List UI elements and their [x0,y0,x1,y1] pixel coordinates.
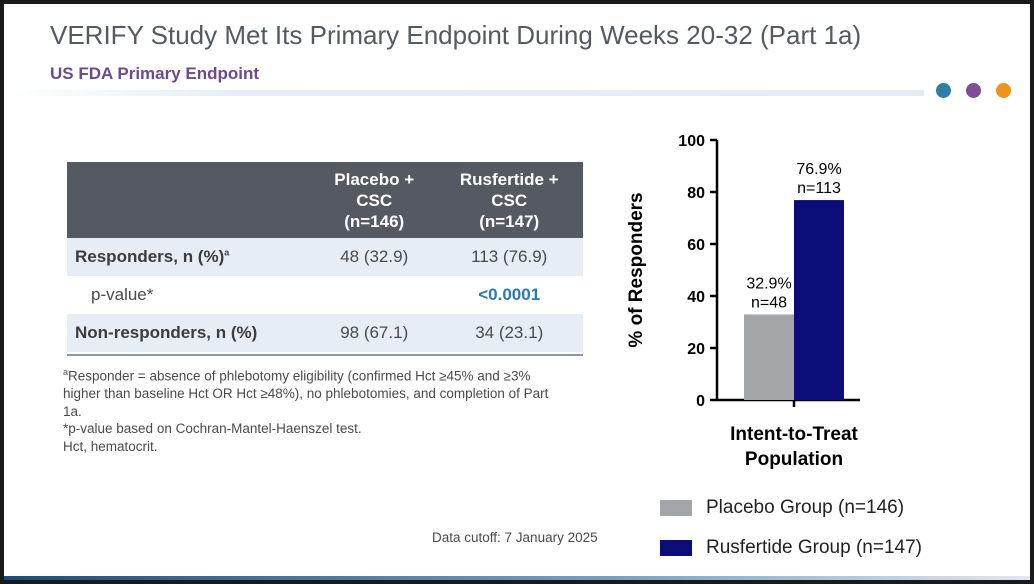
bar-rusfertide [794,200,844,400]
footnotes: aResponder = absence of phlebotomy eligi… [63,364,563,455]
decor-dot-teal [936,83,951,98]
bar-placebo [744,314,794,400]
table-bottom-rule [67,354,583,356]
legend-item-rusfertide: Rusfertide Group (n=147) [660,528,922,568]
nonresponders-label: Non-responders, n (%) [67,314,313,352]
col-header-placebo-line3: (n=146) [344,211,405,231]
table-row-nonresponders: Non-responders, n (%) 98 (67.1) 34 (23.1… [67,314,583,352]
y-tick-label-60: 60 [687,237,705,254]
nonresponders-placebo: 98 (67.1) [313,314,436,352]
table-header-blank [67,162,313,238]
y-tick-label-80: 80 [687,185,705,202]
legend-swatch-rusfertide [660,540,692,556]
footnote-responder-text: Responder = absence of phlebotomy eligib… [63,368,549,419]
footnote-responder-sup: a [63,367,69,377]
responders-bar-chart: 0 20 40 60 80 100 % of Responders 32.9% n=48 76.9… [626,133,860,470]
header-divider [4,90,924,96]
chart-legend: Placebo Group (n=146) Rusfertide Group (… [660,488,922,568]
legend-label-rusfertide: Rusfertide Group (n=147) [706,537,922,558]
col-header-rusfertide-line1: Rusfertide + [459,169,559,189]
y-tick-label-20: 20 [687,341,705,358]
y-tick-label-40: 40 [687,289,705,306]
responders-label-text: Responders, n (%) [75,247,225,266]
responders-sup: a [224,247,230,258]
table-row-responders: Responders, n (%)a 48 (32.9) 113 (76.9) [67,238,583,276]
table-row-pvalue: p-value* <0.0001 [67,276,583,314]
table-header-row: Placebo + CSC (n=146) Rusfertide + CSC (… [67,162,583,238]
responders-rusfertide: 113 (76.9) [435,238,583,276]
page-subtitle: US FDA Primary Endpoint [50,64,260,83]
col-header-rusfertide: Rusfertide + CSC (n=147) [435,162,583,238]
col-header-placebo-line1: Placebo + [334,169,415,189]
bar-label-n-rusfertide: n=113 [797,180,841,197]
legend-item-placebo: Placebo Group (n=146) [660,488,922,528]
x-category-label-line1: Intent-to-Treat [730,424,858,445]
pvalue-label: p-value* [91,285,154,304]
bar-label-pct-placebo: 32.9% [746,275,791,292]
col-header-rusfertide-line2: CSC [491,190,528,210]
page-title: VERIFY Study Met Its Primary Endpoint Du… [50,20,862,50]
col-header-placebo: Placebo + CSC (n=146) [313,162,436,238]
y-tick-label-100: 100 [678,133,705,150]
y-axis-title: % of Responders [626,192,647,347]
footer-rule [4,576,1030,580]
col-header-placebo-line2: CSC [356,190,393,210]
footnote-responder: aResponder = absence of phlebotomy eligi… [63,364,563,420]
bar-label-pct-rusfertide: 76.9% [796,161,841,178]
bar-label-n-placebo: n=48 [751,294,787,311]
pvalue-rusfertide: <0.0001 [478,285,541,304]
slide: VERIFY Study Met Its Primary Endpoint Du… [4,4,1030,580]
data-cutoff: Data cutoff: 7 January 2025 [432,530,598,545]
decor-dot-orange [996,83,1011,98]
x-category-label-line2: Population [745,449,843,470]
pvalue-placebo [313,276,435,314]
legend-swatch-placebo [660,500,692,516]
nonresponders-rusfertide: 34 (23.1) [435,314,583,352]
col-header-rusfertide-line3: (n=147) [479,211,540,231]
responders-table: Placebo + CSC (n=146) Rusfertide + CSC (… [67,162,583,352]
footnote-pvalue: *p-value based on Cochran-Mantel-Haensze… [63,421,362,436]
legend-label-placebo: Placebo Group (n=146) [706,497,905,518]
responders-label: Responders, n (%)a [67,238,313,276]
y-tick-label-0: 0 [696,393,705,410]
decor-dot-purple [966,83,981,98]
responders-placebo: 48 (32.9) [313,238,436,276]
footnote-abbrev: Hct, hematocrit. [63,438,158,454]
